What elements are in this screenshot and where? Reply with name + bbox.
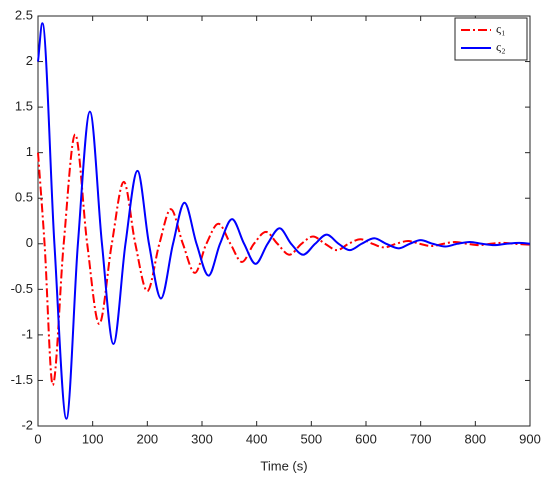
- x-tick-label: 900: [519, 431, 541, 446]
- y-tick-label: 1: [26, 144, 33, 159]
- legend-label: ς₁: [496, 21, 506, 36]
- x-tick-label: 100: [82, 431, 104, 446]
- x-tick-label: 600: [355, 431, 377, 446]
- plot-frame: [37, 15, 531, 427]
- y-tick-label: -2: [21, 417, 33, 432]
- y-tick-label: 0.5: [15, 190, 33, 205]
- y-tick-label: -1.5: [11, 372, 33, 387]
- x-tick-label: 200: [136, 431, 158, 446]
- x-tick-label: 400: [246, 431, 268, 446]
- data-line: [37, 133, 531, 387]
- y-tick-label: 0: [26, 235, 33, 250]
- x-tick-label: 300: [191, 431, 213, 446]
- legend-label: ς₂: [496, 39, 506, 54]
- y-tick-label: -1: [21, 326, 33, 341]
- x-tick-label: 800: [464, 431, 486, 446]
- x-axis-label: Time (s): [260, 458, 307, 473]
- y-tick-label: 1.5: [15, 99, 33, 114]
- y-tick-label: -0.5: [11, 281, 33, 296]
- x-tick-label: 0: [34, 431, 41, 446]
- y-tick-label: 2: [26, 53, 33, 68]
- data-line: [37, 22, 531, 420]
- y-tick-label: 2.5: [15, 7, 33, 22]
- x-tick-label: 700: [410, 431, 432, 446]
- x-tick-label: 500: [300, 431, 322, 446]
- legend-box: [454, 17, 528, 61]
